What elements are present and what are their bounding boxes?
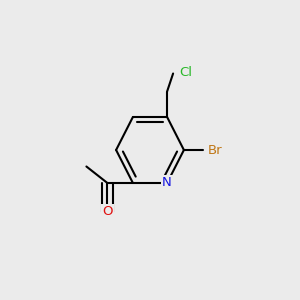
Text: Br: Br bbox=[208, 143, 223, 157]
Text: Cl: Cl bbox=[180, 65, 193, 79]
Text: N: N bbox=[162, 176, 172, 190]
Text: O: O bbox=[102, 205, 113, 218]
